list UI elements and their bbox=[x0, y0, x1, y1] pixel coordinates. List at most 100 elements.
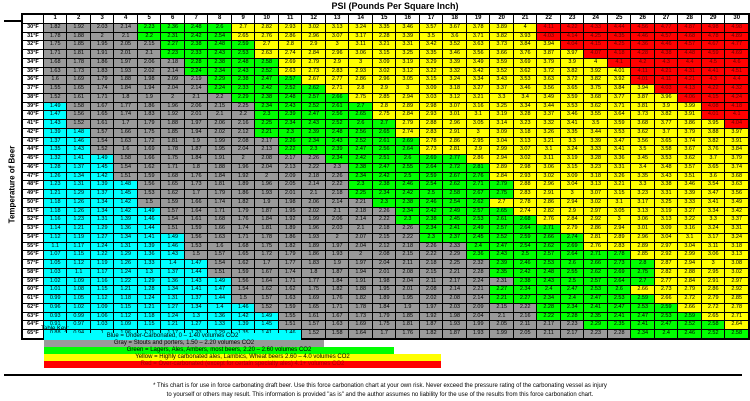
co2-volume-cell: 1.06 bbox=[89, 311, 115, 322]
co2-volume-cell: 2.48 bbox=[536, 267, 561, 278]
co2-volume-cell: 2.06 bbox=[324, 215, 350, 225]
table-row: 41°F 1.43 1.52 1.61 1.7 1.79 1.88 1.97 2.06 2.16 2… bbox=[21, 119, 750, 129]
co2-volume-cell: 3.04 bbox=[559, 180, 585, 190]
co2-volume-cell: 4.5 bbox=[700, 57, 726, 68]
co2-volume-cell: 3.34 bbox=[465, 75, 491, 85]
co2-volume-cell: 4.11 bbox=[630, 66, 655, 77]
co2-volume-cell: 1.88 bbox=[207, 162, 232, 173]
co2-volume-cell: 1.91 bbox=[348, 276, 373, 287]
co2-volume-cell: 3.53 bbox=[653, 154, 679, 164]
co2-volume-cell: 2.09 bbox=[465, 302, 491, 313]
co2-volume-cell: 2.66 bbox=[583, 259, 608, 269]
co2-volume-cell: 4.03 bbox=[536, 31, 561, 42]
co2-volume-cell: 2.42 bbox=[395, 189, 420, 199]
co2-volume-cell: 3.77 bbox=[606, 92, 632, 103]
co2-volume-cell: 2.96 bbox=[536, 180, 561, 190]
co2-volume-cell: 3.43 bbox=[653, 171, 679, 182]
co2-volume-cell: 4.35 bbox=[606, 31, 632, 42]
co2-volume-cell: 2.55 bbox=[559, 267, 585, 278]
co2-volume-cell: 4.18 bbox=[606, 49, 632, 59]
co2-volume-cell: 2.73 bbox=[301, 66, 326, 77]
co2-volume-cell: 2.36 bbox=[465, 250, 491, 260]
co2-volume-cell: 2.56 bbox=[371, 145, 397, 155]
temperature-label: 37°F bbox=[21, 84, 44, 94]
co2-volume-cell: 1.42 bbox=[230, 311, 256, 322]
co2-volume-cell: 1.76 bbox=[324, 294, 350, 304]
co2-volume-cell: 3.62 bbox=[512, 66, 538, 77]
co2-volume-cell: 1.62 bbox=[277, 285, 303, 295]
co2-volume-cell: 1.56 bbox=[66, 110, 91, 120]
co2-volume-cell: 3.56 bbox=[536, 84, 561, 94]
co2-volume-cell: 3.69 bbox=[512, 57, 538, 68]
co2-volume-cell: 1.34 bbox=[160, 285, 185, 295]
temperature-label: 58°F bbox=[21, 267, 44, 278]
co2-volume-cell: 3.13 bbox=[583, 180, 608, 190]
co2-volume-cell: 1.45 bbox=[113, 189, 138, 199]
co2-volume-cell: 2.03 bbox=[442, 302, 467, 313]
co2-volume-cell: 1.36 bbox=[136, 250, 162, 260]
co2-volume-cell: 1.93 bbox=[465, 328, 491, 340]
co2-volume-cell: 3.57 bbox=[418, 22, 444, 33]
co2-volume-cell: 3.34 bbox=[512, 101, 538, 112]
co2-volume-cell: 1.3 bbox=[136, 267, 162, 278]
co2-volume-cell: 2.83 bbox=[324, 66, 350, 77]
co2-volume-cell: 2.95 bbox=[465, 136, 491, 147]
psi-column-header: 15 bbox=[371, 13, 397, 24]
co2-volume-cell: 3.24 bbox=[559, 145, 585, 155]
co2-volume-cell: 2.89 bbox=[630, 241, 655, 252]
co2-volume-cell: 4.57 bbox=[677, 40, 702, 50]
co2-volume-cell: 2.86 bbox=[465, 154, 491, 164]
co2-volume-cell: 2.33 bbox=[230, 84, 256, 94]
co2-volume-cell: 3.51 bbox=[677, 171, 702, 182]
co2-volume-cell: 1.49 bbox=[160, 232, 185, 243]
co2-volume-cell: 3.05 bbox=[465, 119, 491, 129]
co2-volume-cell: 1.98 bbox=[277, 197, 303, 208]
co2-volume-cell: 1.75 bbox=[301, 285, 326, 295]
co2-volume-cell: 1.87 bbox=[418, 320, 444, 330]
co2-volume-cell: 1.83 bbox=[89, 66, 115, 77]
co2-volume-cell: 1.09 bbox=[66, 276, 91, 287]
co2-volume-cell: 3.13 bbox=[724, 250, 750, 260]
table-row: 52°F 1.16 1.23 1.31 1.39 1.46 1.54 1.61 1.68 1.76… bbox=[21, 215, 750, 225]
co2-volume-cell: 2.64 bbox=[512, 224, 538, 234]
co2-volume-cell: 2.04 bbox=[395, 276, 420, 287]
co2-volume-cell: 2.29 bbox=[583, 320, 608, 330]
co2-volume-cell: 3.09 bbox=[371, 57, 397, 68]
co2-volume-cell: 2.22 bbox=[277, 145, 303, 155]
co2-volume-cell: 3.18 bbox=[583, 171, 608, 182]
chart-title: PSI (Pounds Per Square Inch) bbox=[331, 1, 459, 11]
co2-volume-cell: 3.7 bbox=[653, 127, 679, 138]
co2-volume-cell: 3.92 bbox=[583, 66, 608, 77]
co2-volume-cell: 2.41 bbox=[442, 224, 467, 234]
co2-volume-cell: 2.86 bbox=[536, 197, 561, 208]
co2-volume-cell: 1.36 bbox=[160, 276, 185, 287]
co2-volume-cell: 4.6 bbox=[724, 57, 750, 68]
co2-volume-cell: 2.12 bbox=[230, 127, 256, 138]
co2-volume-cell: 2.76 bbox=[254, 31, 279, 42]
co2-volume-cell: 2.49 bbox=[465, 224, 491, 234]
co2-volume-cell: 2.82 bbox=[254, 22, 279, 33]
co2-volume-cell: 3.05 bbox=[606, 206, 632, 217]
co2-volume-cell: 4 bbox=[512, 22, 538, 33]
co2-volume-cell: 3 bbox=[348, 57, 373, 68]
co2-volume-cell: 2.38 bbox=[348, 162, 373, 173]
co2-volume-cell: 3.21 bbox=[371, 40, 397, 50]
co2-volume-cell: 2.59 bbox=[653, 302, 679, 313]
co2-volume-cell: 2.47 bbox=[301, 110, 326, 120]
co2-volume-cell: 1.51 bbox=[277, 320, 303, 330]
co2-volume-cell: 1.08 bbox=[66, 285, 91, 295]
co2-volume-cell: 1.67 bbox=[89, 101, 115, 112]
co2-volume-cell: 1.43 bbox=[160, 250, 185, 260]
psi-column-header: 2 bbox=[66, 13, 91, 24]
co2-volume-cell: 2.26 bbox=[301, 154, 326, 164]
co2-volume-cell: 3.33 bbox=[677, 197, 702, 208]
co2-volume-cell: 3.3 bbox=[559, 136, 585, 147]
co2-volume-cell: 4.48 bbox=[677, 49, 702, 59]
co2-volume-cell: 2.56 bbox=[324, 110, 350, 120]
co2-volume-cell: 2.04 bbox=[371, 259, 397, 269]
co2-volume-cell: 1.9 bbox=[136, 92, 162, 103]
co2-volume-cell: 1.66 bbox=[207, 224, 232, 234]
co2-volume-cell: 2.78 bbox=[512, 197, 538, 208]
co2-volume-cell: 2.42 bbox=[348, 154, 373, 164]
co2-volume-cell: 2.48 bbox=[207, 40, 232, 50]
